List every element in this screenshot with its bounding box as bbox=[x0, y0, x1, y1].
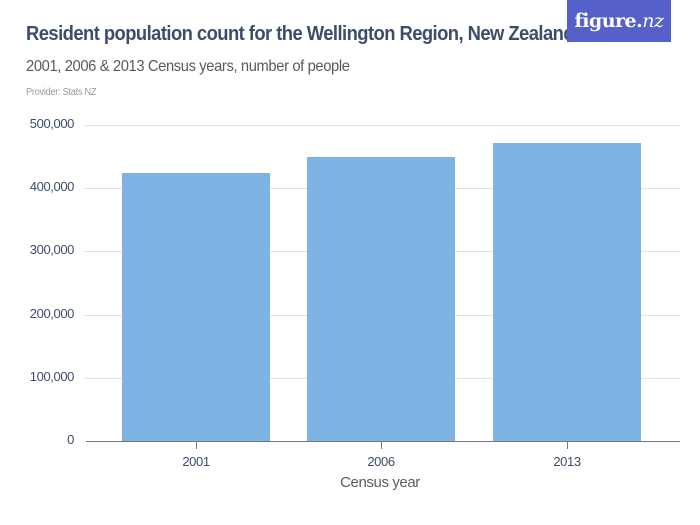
y-tick-label: 100,000 bbox=[29, 369, 75, 384]
y-tick-label: 0 bbox=[67, 432, 74, 447]
x-tick-mark bbox=[381, 442, 382, 449]
x-axis-label: Census year bbox=[340, 474, 420, 491]
chart-subtitle: 2001, 2006 & 2013 Census years, number o… bbox=[26, 58, 350, 75]
data-provider: Provider: Stats NZ bbox=[26, 87, 97, 98]
y-tick-label: 400,000 bbox=[29, 179, 75, 194]
chart-title: Resident population count for the Wellin… bbox=[26, 23, 575, 45]
y-tick-label: 500,000 bbox=[29, 116, 75, 131]
bar-2006[interactable] bbox=[307, 157, 455, 441]
x-tick-mark bbox=[196, 442, 197, 449]
bar-2013[interactable] bbox=[493, 143, 641, 441]
y-tick-label: 300,000 bbox=[29, 242, 75, 257]
x-tick-label: 2001 bbox=[182, 454, 210, 469]
x-tick-label: 2013 bbox=[553, 454, 581, 469]
x-axis-line bbox=[86, 441, 680, 442]
x-tick-mark bbox=[567, 442, 568, 449]
y-tick-label: 200,000 bbox=[29, 306, 75, 321]
x-tick-label: 2006 bbox=[367, 454, 395, 469]
logo-text: figure. bbox=[574, 10, 643, 32]
gridline bbox=[85, 125, 680, 126]
bar-2001[interactable] bbox=[122, 173, 270, 441]
logo-accent: nz bbox=[642, 10, 664, 32]
figure-nz-logo[interactable]: figure. nz bbox=[567, 0, 671, 42]
